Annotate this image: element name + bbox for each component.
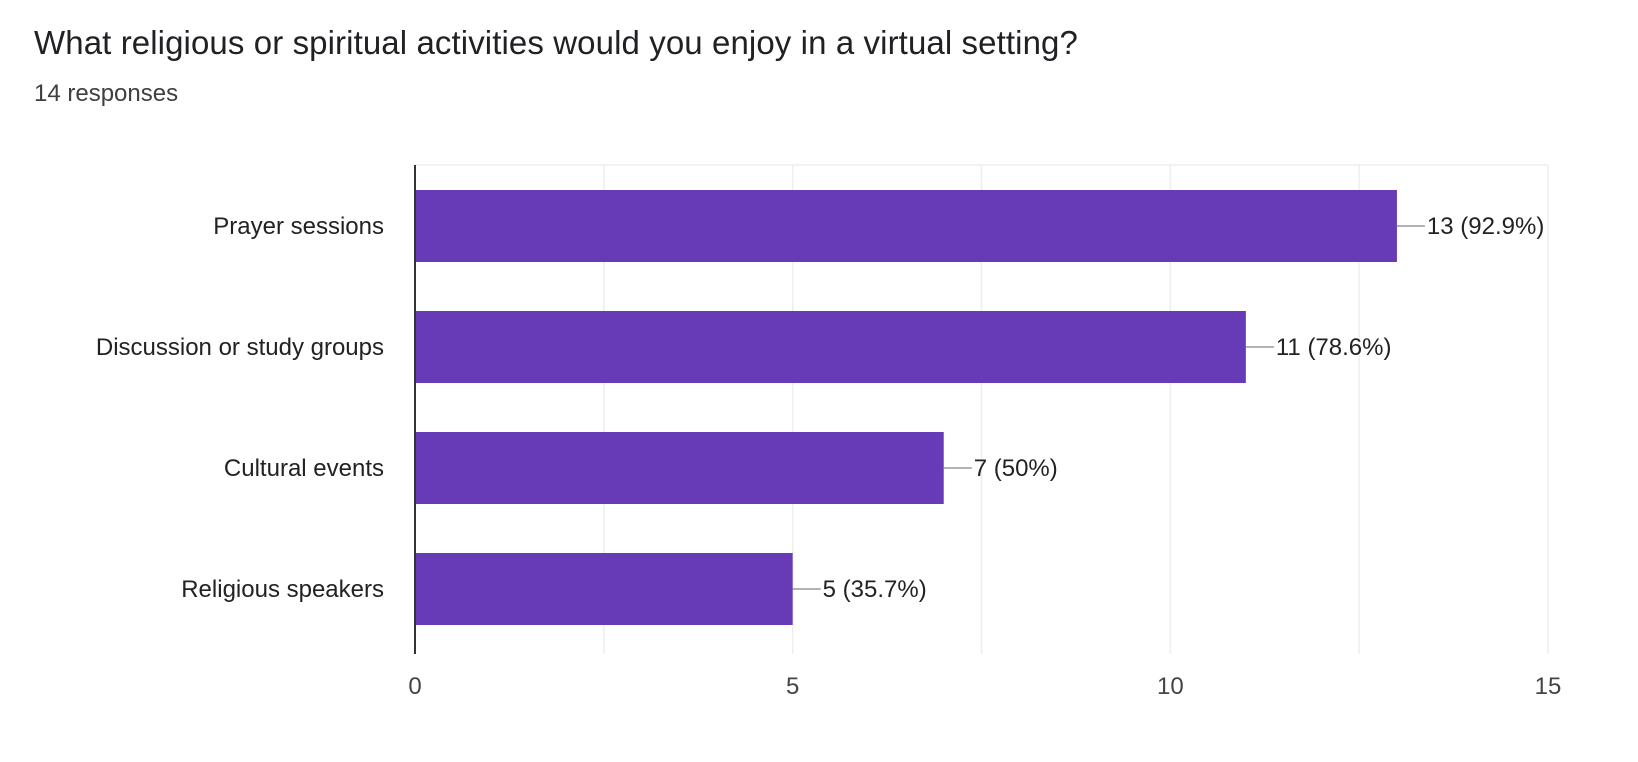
x-tick-label: 15 (1535, 673, 1562, 700)
x-tick-label: 10 (1157, 673, 1184, 700)
x-tick-label: 0 (408, 673, 421, 700)
value-label: 5 (35.7%) (823, 576, 927, 603)
response-count: 14 responses (34, 80, 179, 107)
bar-religious-speakers (415, 553, 793, 625)
category-label: Cultural events (224, 455, 384, 482)
x-tick-label: 5 (786, 673, 799, 700)
category-label: Religious speakers (181, 576, 384, 603)
value-label: 7 (50%) (974, 455, 1058, 482)
category-label: Prayer sessions (213, 213, 384, 240)
bars (415, 190, 1397, 625)
bar-discussion-or-study-groups (415, 311, 1246, 383)
category-label: Discussion or study groups (96, 334, 384, 361)
chart-title: What religious or spiritual activities w… (34, 24, 1078, 61)
bar-prayer-sessions (415, 190, 1397, 262)
bar-cultural-events (415, 432, 944, 504)
value-label: 11 (78.6%) (1276, 334, 1392, 361)
value-label: 13 (92.9%) (1427, 213, 1544, 240)
labels: Prayer sessions 13 (92.9%) Discussion or s… (96, 213, 1561, 700)
